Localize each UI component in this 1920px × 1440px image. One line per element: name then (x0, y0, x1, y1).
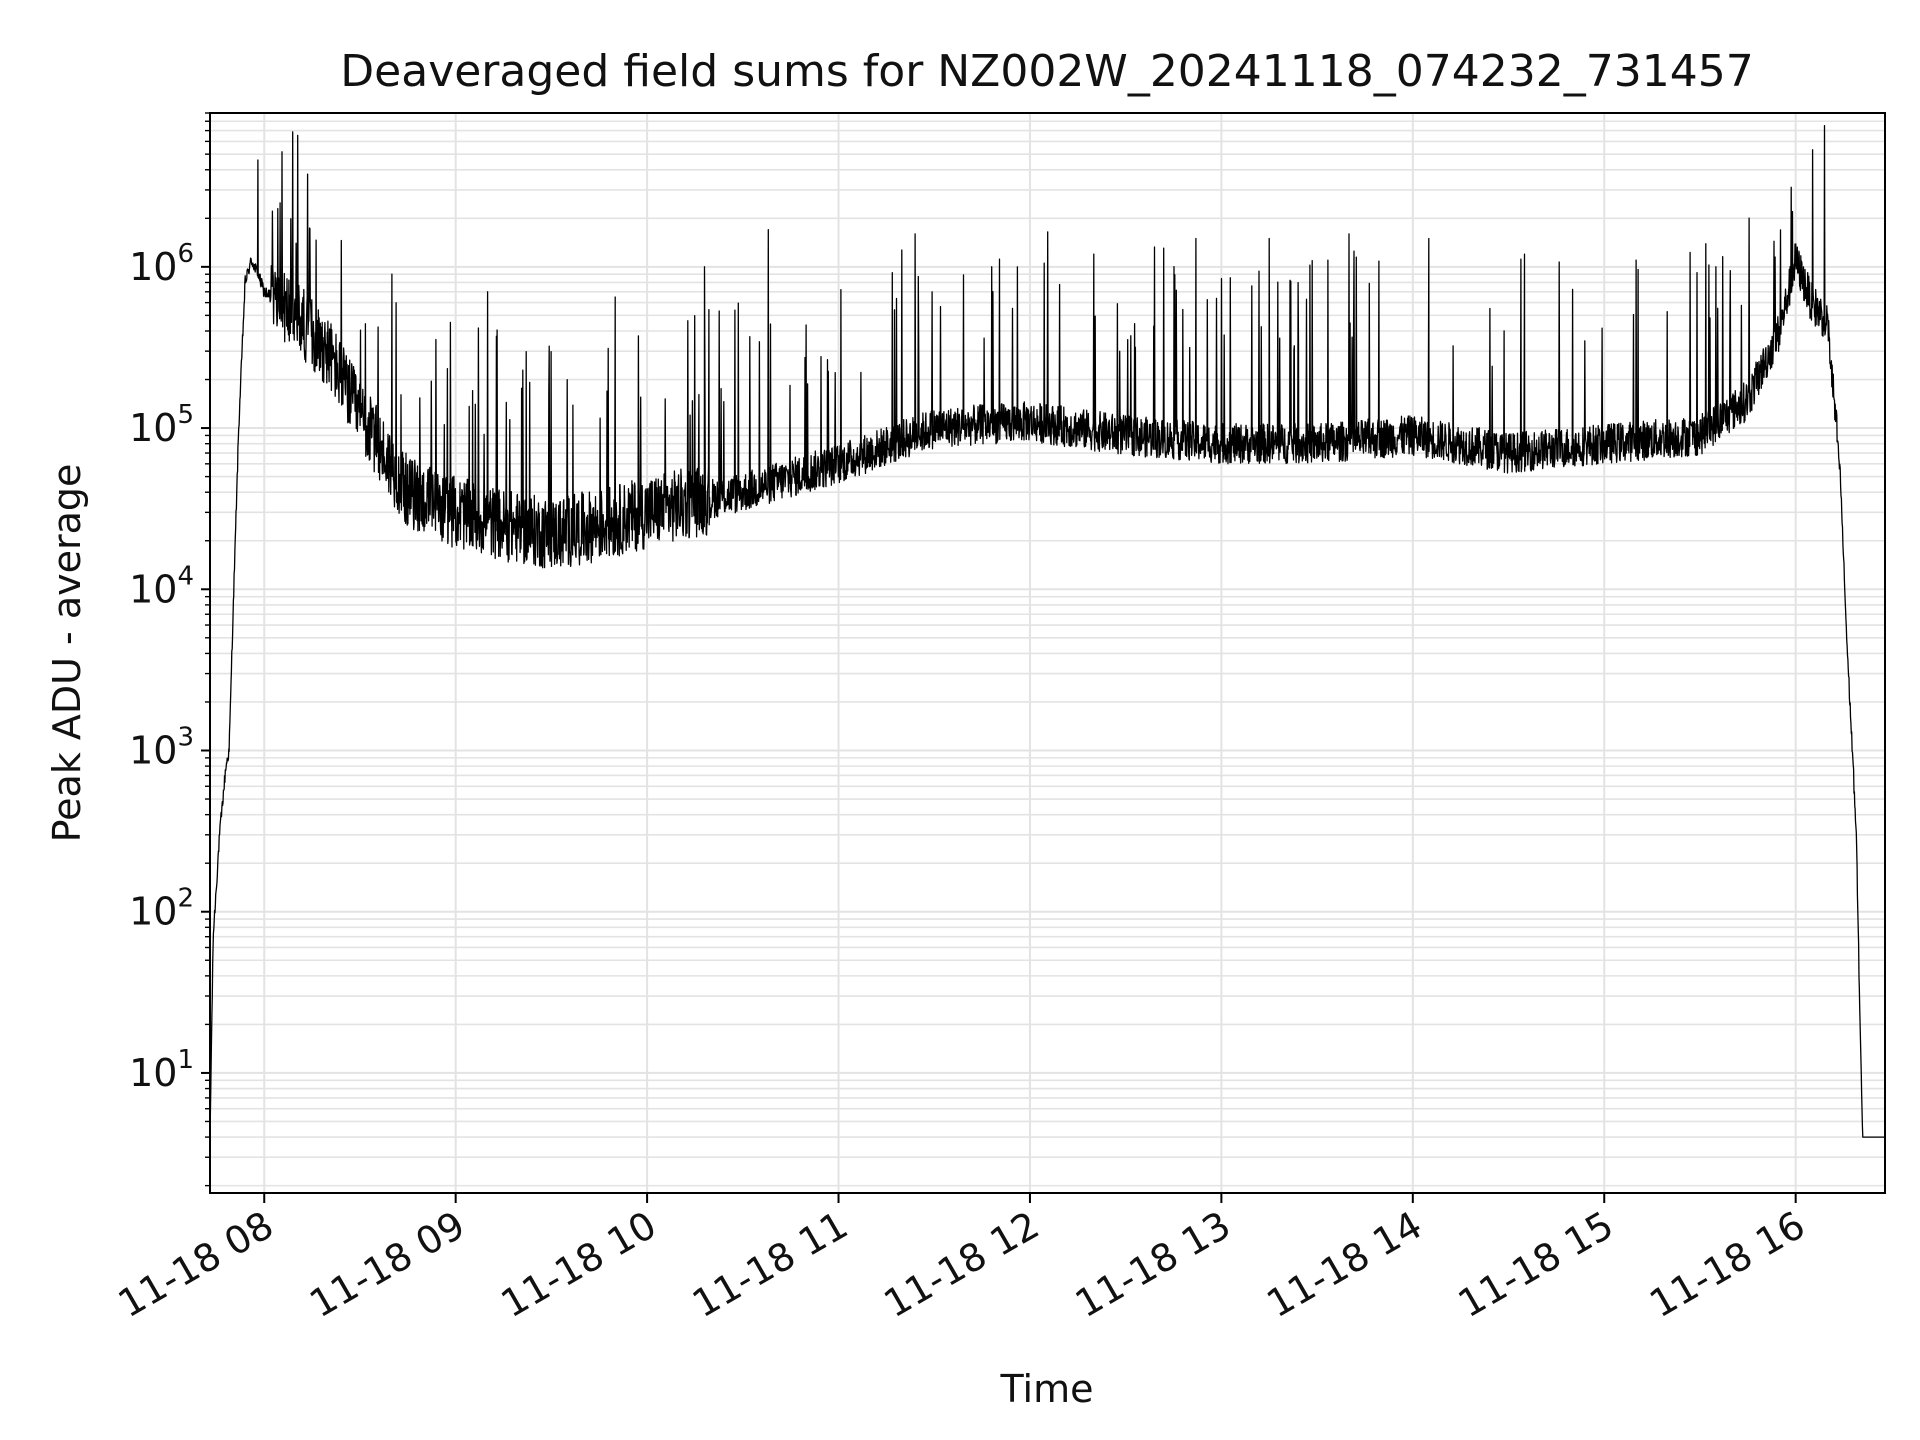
y-tick-label: 103 (129, 722, 194, 772)
chart-title: Deaveraged field sums for NZ002W_2024111… (340, 46, 1753, 97)
y-tick-label: 106 (129, 239, 194, 289)
axis-ticks (201, 112, 1797, 1203)
y-axis-label: Peak ADU - average (45, 464, 89, 843)
grid (210, 112, 1885, 1193)
series-line-group (209, 125, 1885, 1138)
y-tick-label: 104 (129, 561, 194, 611)
series-line (209, 125, 1885, 1138)
y-tick-label: 102 (129, 884, 194, 934)
x-axis-label: Time (1000, 1367, 1094, 1411)
y-tick-label: 101 (129, 1045, 194, 1095)
y-tick-labels: 101 102 103 104 105 106 (129, 239, 194, 1095)
y-tick-label: 105 (129, 400, 194, 450)
